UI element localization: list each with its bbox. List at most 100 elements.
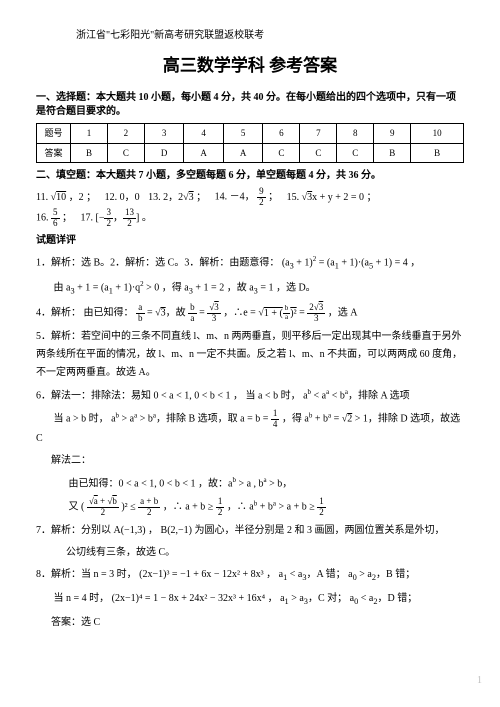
cell: 7 xyxy=(300,124,337,143)
num: 11. xyxy=(36,192,48,203)
txt: > b， xyxy=(267,478,293,489)
frac-d: 2 xyxy=(138,508,160,518)
q11: 11. √10 ，2 ； xyxy=(36,189,96,207)
txt: + 1 = (a xyxy=(75,282,109,293)
section1-heading: 一、选择题：本大题共 10 小题，每小题 4 分，共 40 分。在每小题给出的四… xyxy=(36,91,464,119)
cell: B xyxy=(374,143,411,162)
frac-d: a xyxy=(188,314,197,324)
fill-in-answers: 11. √10 ，2 ； 12. 0，0 13. 2，2√3 ； 14. －4，… xyxy=(36,187,464,229)
txt: > a xyxy=(357,569,372,580)
txt: < a xyxy=(287,569,302,580)
txt: ，B 错； xyxy=(376,569,415,580)
solution-3-line2: 由 a3 + 1 = (a1 + 1)·q2 > 0 ，得 a3 + 1 = 2… xyxy=(36,278,464,299)
frac-n: 5 xyxy=(51,208,60,219)
txt: > a xyxy=(289,593,304,604)
solution-8c: 答案：选 C xyxy=(36,614,464,632)
root-expr: 1 + (ba)² xyxy=(264,308,297,319)
cell: 3 xyxy=(144,124,184,143)
q14: 14. －4， 92 ； xyxy=(215,187,279,208)
txt: ，D 错； xyxy=(378,593,418,604)
q15: 15. √3x + y + 2 = 0 ； xyxy=(287,189,377,207)
solution-6b: 当 a > b 时， ab > aa > ba，排除 B 选项，取 a = b … xyxy=(36,409,464,448)
page-title: 高三数学学科 参考答案 xyxy=(36,52,464,79)
txt: = xyxy=(331,414,342,425)
num: 15. xyxy=(287,192,300,203)
table-row: 题号 1 2 3 4 5 6 7 8 9 10 xyxy=(37,124,464,143)
solution-7a: 7．解析：分别以 A(−1,3) ， B(2,−1) 为圆心，半径分别是 2 和… xyxy=(36,522,464,540)
cell: A xyxy=(223,143,263,162)
solution-6c-label: 解法二： xyxy=(36,452,464,470)
txt: ； xyxy=(268,192,278,203)
txt: 当 n = 4 时， (2x−1)⁴ = 1 − 8x + 24x² − 32x… xyxy=(54,593,285,604)
txt: > a + b ≥ xyxy=(276,502,317,513)
txt: ，A 错； a xyxy=(307,569,353,580)
txt: 由已知得：0 < a < 1, 0 < b < 1 ，故：a xyxy=(69,478,233,489)
txt: ，选 A xyxy=(328,308,358,319)
txt: > b xyxy=(137,414,153,425)
txt: 由 a xyxy=(54,282,71,293)
txt: 公切线有三条，故选 C。 xyxy=(66,547,175,558)
solution-6c: 由已知得：0 < a < 1, 0 < b < 1 ，故：ab > a , ba… xyxy=(36,474,464,493)
solution-1-3: 1．解析：选 B。2．解析：选 C。3．解析：由题意得： (a3 + 1)2 =… xyxy=(36,253,464,274)
txt: ，∴ a xyxy=(227,502,254,513)
txt: 4．解析： 由已知得： xyxy=(36,308,134,319)
txt: [− xyxy=(96,212,105,223)
txt: 8．解析：当 n = 3 时， (2x−1)³ = −1 + 6x − 12x²… xyxy=(36,569,283,580)
page-number: 1 xyxy=(477,673,482,689)
txt: 解法二： xyxy=(51,455,91,466)
txt: ，得 a xyxy=(282,414,309,425)
row-label: 题号 xyxy=(37,124,71,143)
txt: 当 a > b 时， a xyxy=(54,414,116,425)
solution-5: 5．解析：若空间中的三条不同直线 l、m、n 两两垂直，则平移后一定出现其中一条… xyxy=(36,328,464,382)
txt: + 1)·q xyxy=(113,282,140,293)
txt: > a , b xyxy=(236,478,264,489)
table-row: 答案 B C D A A C C C B B xyxy=(37,143,464,162)
cell: 4 xyxy=(184,124,224,143)
txt: = xyxy=(299,308,307,319)
cell: 5 xyxy=(223,124,263,143)
detail-heading: 试题详评 xyxy=(36,233,464,249)
solution-8b: 当 n = 4 时， (2x−1)⁴ = 1 − 8x + 24x² − 32x… xyxy=(36,590,464,610)
num: 16. xyxy=(36,212,49,223)
txt: > a xyxy=(119,414,134,425)
q12: 12. 0，0 xyxy=(105,189,140,207)
txt: + 1 = 2 ，故 a xyxy=(193,282,254,293)
row-label: 答案 xyxy=(37,143,71,162)
cell: B xyxy=(411,143,464,162)
cell: 10 xyxy=(411,124,464,143)
val: －4， xyxy=(230,192,255,203)
frac-d: 2 xyxy=(87,508,119,518)
cell: 9 xyxy=(374,124,411,143)
txt: = xyxy=(199,308,207,319)
txt: + b xyxy=(312,414,328,425)
frac-d: 3 xyxy=(307,314,325,324)
cell: 1 xyxy=(71,124,108,143)
mc-answer-table: 题号 1 2 3 4 5 6 7 8 9 10 答案 B C D A A C C… xyxy=(36,123,464,163)
cell: D xyxy=(144,143,184,162)
frac-d: 2 xyxy=(216,508,225,518)
cell: 8 xyxy=(337,124,374,143)
section2-heading: 二、填空题：本大题共 7 小题，多空题每题 6 分，单空题每题 4 分，共 36… xyxy=(36,169,464,183)
num: 13. xyxy=(148,192,161,203)
txt: 又 ( xyxy=(69,502,85,513)
cell: C xyxy=(337,143,374,162)
q16: 16. 56 ； xyxy=(36,208,72,229)
cell: C xyxy=(107,143,144,162)
txt: )² ≤ xyxy=(121,502,138,513)
cell: 2 xyxy=(107,124,144,143)
txt: ，∴e = xyxy=(223,308,258,319)
txt: + 1) = 4 ， xyxy=(373,257,420,268)
txt: 6．解法一：排除法：易知 0 < a < 1, 0 < b < 1 ， 当 a … xyxy=(36,390,308,401)
val: 10 xyxy=(56,192,66,203)
cell: 6 xyxy=(263,124,300,143)
frac-n: 13 xyxy=(123,208,136,219)
frac-d: 2 xyxy=(317,508,326,518)
txt: 答案：选 C xyxy=(51,617,100,628)
solution-8a: 8．解析：当 n = 3 时， (2x−1)³ = −1 + 6x − 12x²… xyxy=(36,566,464,586)
txt: ， xyxy=(113,212,123,223)
num: 14. xyxy=(215,192,228,203)
txt: ，∴ a + b ≥ xyxy=(163,502,216,513)
solution-4: 4．解析： 由已知得： ab = √3，故 ba = √33 ，∴e = √1 … xyxy=(36,303,464,324)
txt: > 0 ，得 a xyxy=(144,282,189,293)
txt: ，C 对； a xyxy=(308,593,354,604)
